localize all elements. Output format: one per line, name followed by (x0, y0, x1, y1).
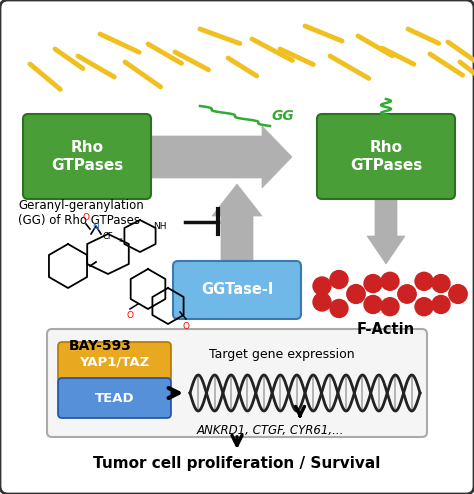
Circle shape (415, 298, 433, 316)
Text: NH: NH (153, 222, 166, 231)
FancyArrow shape (212, 184, 262, 266)
Circle shape (415, 272, 433, 290)
Text: YAP1/TAZ: YAP1/TAZ (79, 356, 150, 369)
Text: O: O (82, 213, 90, 222)
Circle shape (432, 295, 450, 314)
FancyBboxPatch shape (317, 114, 455, 199)
Circle shape (313, 277, 331, 295)
Circle shape (398, 285, 416, 303)
Circle shape (398, 285, 416, 303)
Text: 3: 3 (119, 238, 123, 243)
Text: Geranyl-geranylation: Geranyl-geranylation (18, 199, 144, 212)
FancyBboxPatch shape (173, 261, 301, 319)
Circle shape (347, 285, 365, 303)
Text: GGTase-I: GGTase-I (201, 283, 273, 297)
Text: O: O (182, 322, 190, 331)
FancyArrow shape (148, 126, 292, 188)
FancyBboxPatch shape (58, 342, 171, 382)
FancyArrow shape (367, 196, 405, 264)
Text: ANKRD1, CTGF, CYR61,...: ANKRD1, CTGF, CYR61,... (196, 424, 344, 437)
Circle shape (330, 299, 348, 318)
Circle shape (364, 295, 382, 314)
Circle shape (381, 272, 399, 290)
Circle shape (449, 286, 467, 303)
Circle shape (432, 275, 450, 292)
FancyBboxPatch shape (58, 378, 171, 418)
Circle shape (381, 298, 399, 316)
Circle shape (364, 275, 382, 292)
FancyBboxPatch shape (23, 114, 151, 199)
Text: O: O (127, 311, 134, 320)
Text: Target gene expression: Target gene expression (209, 348, 354, 361)
Circle shape (330, 271, 348, 288)
Circle shape (449, 285, 467, 303)
Text: CF: CF (103, 232, 113, 241)
Text: F-Actin: F-Actin (357, 322, 415, 337)
Text: (GG) of Rho GTPases: (GG) of Rho GTPases (18, 214, 140, 227)
Text: Rho
GTPases: Rho GTPases (51, 140, 123, 173)
Text: N: N (92, 223, 100, 232)
Text: GG: GG (272, 109, 295, 123)
Circle shape (347, 286, 365, 303)
Text: Tumor cell proliferation / Survival: Tumor cell proliferation / Survival (93, 456, 381, 471)
Text: TEAD: TEAD (95, 392, 134, 405)
Text: BAY-593: BAY-593 (69, 339, 131, 353)
FancyBboxPatch shape (47, 329, 427, 437)
Text: Rho
GTPases: Rho GTPases (350, 140, 422, 173)
Circle shape (313, 293, 331, 311)
FancyArrow shape (270, 330, 394, 395)
